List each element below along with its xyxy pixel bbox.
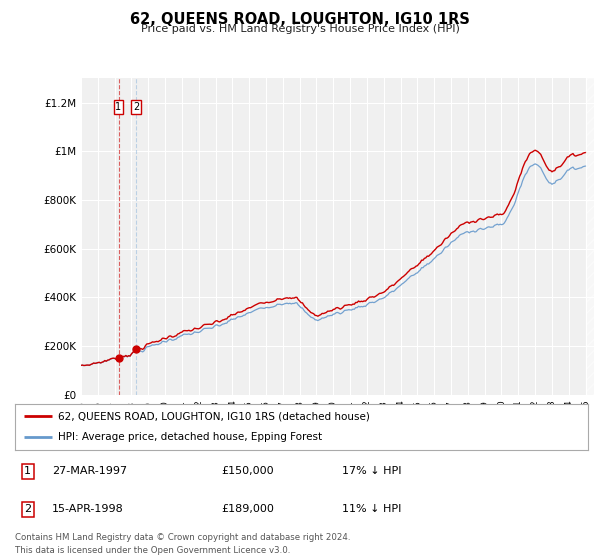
Text: 2: 2 [133, 102, 139, 112]
Text: 62, QUEENS ROAD, LOUGHTON, IG10 1RS (detached house): 62, QUEENS ROAD, LOUGHTON, IG10 1RS (det… [58, 411, 370, 421]
Text: 11% ↓ HPI: 11% ↓ HPI [341, 505, 401, 514]
Text: 17% ↓ HPI: 17% ↓ HPI [341, 466, 401, 477]
Text: 1: 1 [115, 102, 122, 112]
Text: 1: 1 [24, 466, 31, 477]
Text: 2: 2 [24, 505, 31, 514]
Text: 62, QUEENS ROAD, LOUGHTON, IG10 1RS: 62, QUEENS ROAD, LOUGHTON, IG10 1RS [130, 12, 470, 27]
Text: 15-APR-1998: 15-APR-1998 [52, 505, 124, 514]
Text: £189,000: £189,000 [221, 505, 274, 514]
Text: 27-MAR-1997: 27-MAR-1997 [52, 466, 127, 477]
Text: £150,000: £150,000 [221, 466, 274, 477]
Text: Contains HM Land Registry data © Crown copyright and database right 2024.
This d: Contains HM Land Registry data © Crown c… [15, 533, 350, 554]
Text: Price paid vs. HM Land Registry's House Price Index (HPI): Price paid vs. HM Land Registry's House … [140, 24, 460, 34]
Text: HPI: Average price, detached house, Epping Forest: HPI: Average price, detached house, Eppi… [58, 432, 322, 442]
